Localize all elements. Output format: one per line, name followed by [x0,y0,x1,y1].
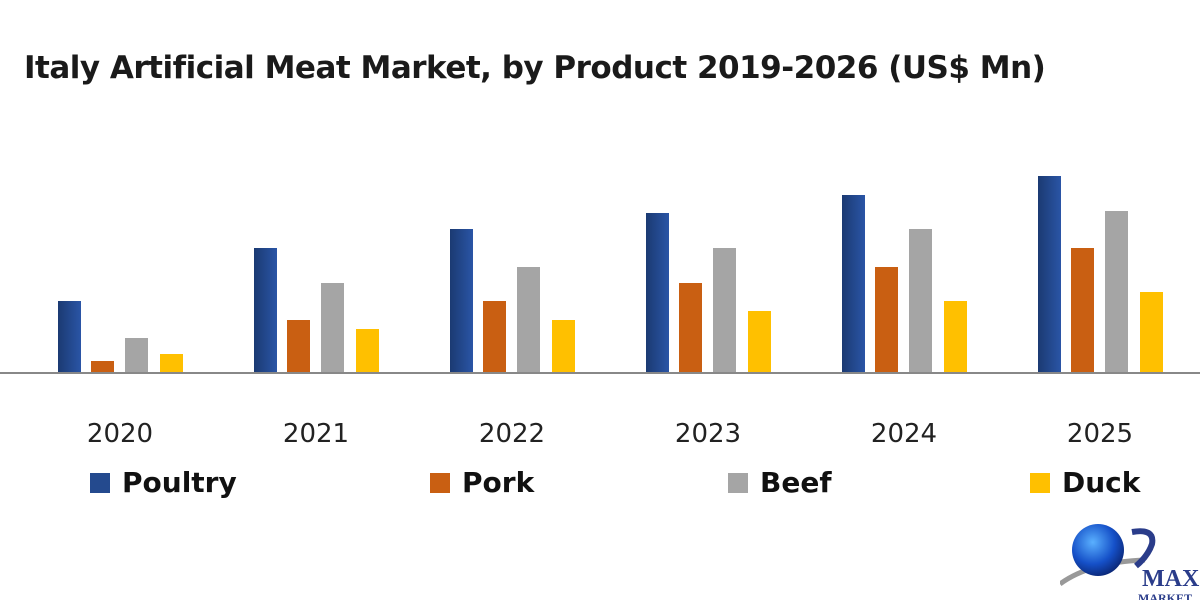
logo-text-max: MAX [1142,566,1200,592]
bar-beef-2020 [125,338,148,373]
x-tick-label: 2022 [479,419,545,449]
x-tick-label: 2025 [1067,419,1133,449]
legend-swatch [90,472,110,493]
chart-title: Italy Artificial Meat Market, by Product… [24,50,1046,86]
legend-label: Poultry [122,466,237,499]
bar-poultry-2024 [842,195,865,373]
legend-label: Beef [760,466,832,499]
bar-duck-2021 [356,329,379,373]
legend-item-pork: Pork [430,466,534,499]
bar-duck-2023 [748,311,771,373]
legend-swatch [728,472,748,493]
logo-text-market: MARKET [1138,591,1192,600]
bar-beef-2024 [909,229,932,373]
max-market-logo: MAX MARKET [1060,524,1200,600]
legend-item-duck: Duck [1030,466,1140,499]
bar-beef-2023 [713,248,736,373]
bar-duck-2025 [1140,292,1163,373]
bar-duck-2022 [552,320,575,373]
bar-pork-2023 [679,283,702,373]
globe-icon [1072,524,1124,576]
bar-poultry-2022 [450,229,473,373]
bar-poultry-2023 [646,213,669,373]
legend-label: Pork [462,466,535,499]
legend-swatch [1030,472,1050,493]
bar-beef-2025 [1105,211,1128,373]
bar-beef-2022 [517,267,540,373]
x-tick-label: 2024 [871,419,937,449]
bar-pork-2021 [287,320,310,373]
x-tick-label: 2020 [87,419,153,449]
bar-duck-2020 [160,354,183,373]
x-tick-label: 2021 [283,419,349,449]
legend-item-poultry: Poultry [90,466,237,499]
bar-poultry-2021 [254,248,277,373]
bar-pork-2022 [483,301,506,373]
bar-duck-2024 [944,301,967,373]
bar-poultry-2020 [58,301,81,373]
legend-label: Duck [1062,466,1141,499]
legend-item-beef: Beef [728,466,832,499]
bar-pork-2025 [1071,248,1094,373]
bar-beef-2021 [321,283,344,373]
bar-pork-2024 [875,267,898,373]
bar-pork-2020 [91,361,114,373]
x-tick-label: 2023 [675,419,741,449]
legend-swatch [430,472,450,493]
bar-poultry-2025 [1038,176,1061,373]
